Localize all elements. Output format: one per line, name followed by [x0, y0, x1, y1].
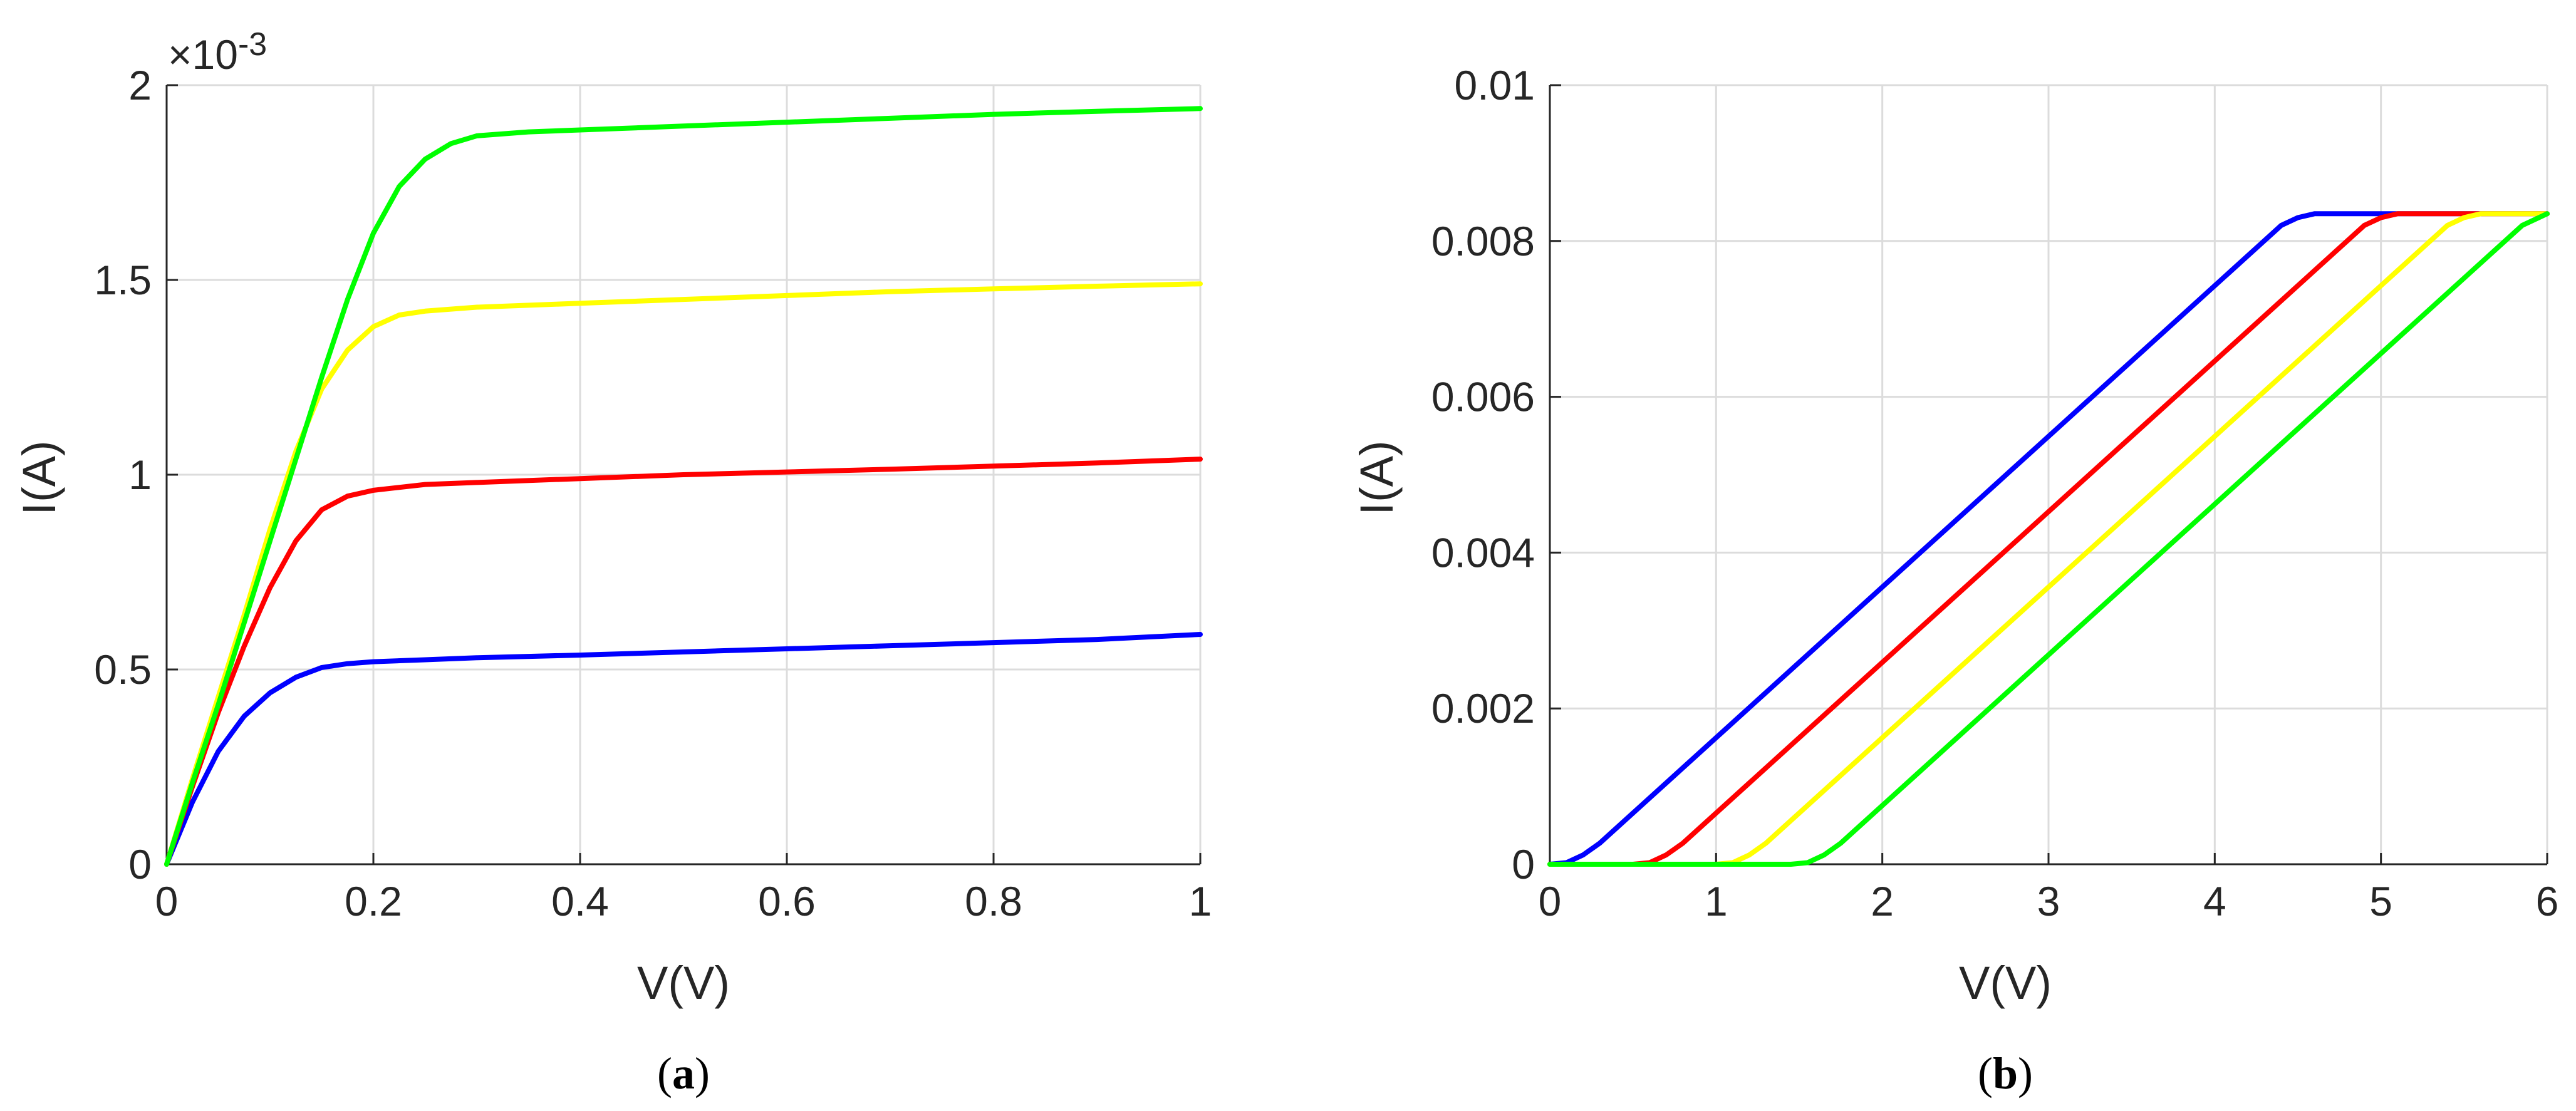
chart-b-series-line-green	[1547, 211, 2550, 867]
chart-a-x-tick-label: 1	[1189, 878, 1212, 924]
chart-b-x-tick-label: 0	[1539, 878, 1562, 924]
chart-a-y-tick-label: 0.5	[94, 646, 152, 693]
chart-a-exponent-power: -3	[238, 26, 267, 63]
chart-b-x-tick-label: 4	[2203, 878, 2226, 924]
chart-a-y-tick-label: 1	[128, 452, 152, 498]
chart-b-x-tick-label: 1	[1705, 878, 1728, 924]
chart-a-series-line-blue	[164, 632, 1203, 867]
chart-b-y-tick-label: 0.006	[1431, 374, 1535, 420]
chart-b-caption-letter: b	[1993, 1048, 2018, 1098]
chart-a-exponent: ×10-3	[168, 26, 267, 78]
chart-b: V(V) I(A) (b) 0 1 2 3 4 5 6 0 0.002 0.004 0.006 0.0…	[1351, 62, 2558, 1098]
chart-a-exponent-base: ×10	[168, 31, 238, 78]
chart-a-y-axis-label: I(A)	[13, 440, 65, 515]
chart-b-y-tick-label: 0.008	[1431, 218, 1535, 264]
chart-a-ticks: 0 0.2 0.4 0.6 0.8 1 0 0.5 1 1.5 2	[94, 62, 1212, 924]
chart-b-x-axis-label: V(V)	[1959, 957, 2052, 1009]
chart-a-x-tick-label: 0.4	[551, 878, 609, 924]
chart-a-series-line-red	[164, 457, 1203, 867]
chart-a-x-tick-label: 0.8	[965, 878, 1022, 924]
chart-a-x-axis-label: V(V)	[637, 957, 730, 1009]
chart-b-y-tick-label: 0.01	[1455, 62, 1535, 108]
chart-b-series-line-blue	[1547, 211, 2550, 867]
chart-a-y-tick-label: 2	[128, 62, 152, 108]
chart-b-grid	[1549, 84, 2548, 866]
chart-a-caption-letter: a	[672, 1048, 695, 1098]
chart-a-caption: (a)	[657, 1048, 710, 1098]
chart-b-x-tick-label: 5	[2369, 878, 2392, 924]
chart-b-x-tick-label: 6	[2536, 878, 2559, 924]
chart-a-x-tick-label: 0.2	[345, 878, 402, 924]
chart-a: ×10-3 V(V) I(A) (a) 0 0.2 0.4 0.6 0.8 1 0 0.5 1 1…	[13, 26, 1212, 1098]
chart-a-y-tick-label: 0	[128, 841, 152, 887]
chart-b-ticks: 0 1 2 3 4 5 6 0 0.002 0.004 0.006 0.008 0.01	[1431, 62, 2559, 924]
chart-b-x-tick-label: 3	[2037, 878, 2060, 924]
chart-a-y-tick-label: 1.5	[94, 257, 152, 303]
chart-a-series	[164, 106, 1203, 867]
chart-b-series	[1547, 211, 2550, 867]
chart-a-x-tick-label: 0	[155, 878, 179, 924]
chart-b-y-tick-label: 0	[1512, 841, 1535, 887]
chart-b-y-tick-label: 0.002	[1431, 685, 1535, 731]
chart-b-y-tick-label: 0.004	[1431, 529, 1535, 576]
chart-a-x-tick-label: 0.6	[758, 878, 816, 924]
chart-b-x-tick-label: 2	[1871, 878, 1894, 924]
chart-b-caption: (b)	[1978, 1048, 2033, 1098]
chart-a-series-line-green	[164, 106, 1203, 867]
chart-b-y-axis-label: I(A)	[1351, 440, 1403, 515]
